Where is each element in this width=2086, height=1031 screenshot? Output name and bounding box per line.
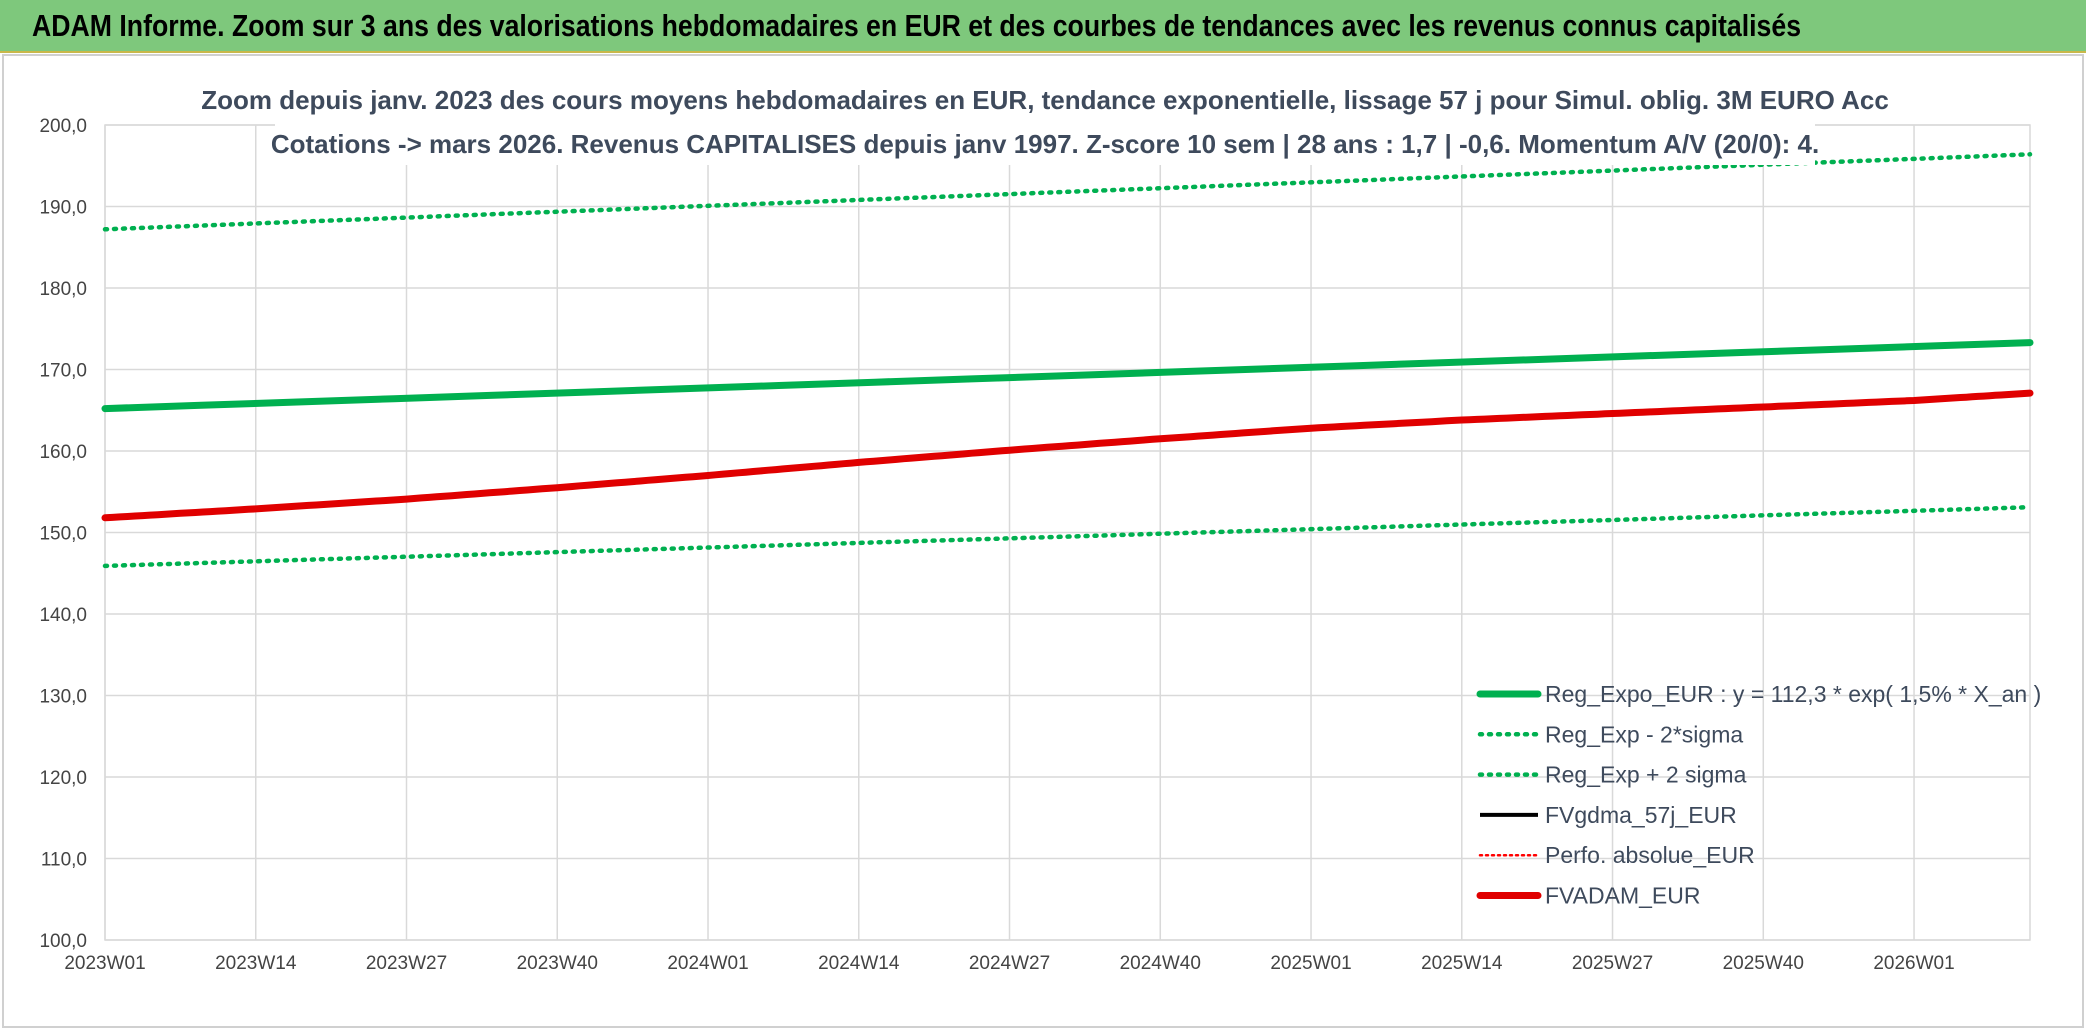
y-tick-label: 130,0 [39,687,87,708]
x-tick-label: 2023W40 [517,953,598,974]
y-tick-label: 190,0 [39,198,87,219]
x-tick-label: 2024W14 [818,953,900,974]
legend-label: FVADAM_EUR [1545,883,1701,909]
chart-title: Zoom depuis janv. 2023 des cours moyens … [201,77,1889,165]
y-tick-label: 160,0 [39,442,87,463]
y-axis: 100,0 110,0 120,0 130,0 140,0 150,0 160,0 170,0… [39,116,87,952]
legend-label: Reg_Exp + 2 sigma [1545,762,1747,788]
y-tick-label: 180,0 [39,279,87,300]
x-tick-label: 2023W01 [64,953,145,974]
grid-layer [104,124,2030,941]
y-tick-label: 150,0 [39,524,87,545]
x-tick-label: 2025W40 [1723,953,1804,974]
chart-title-background [275,77,1815,165]
x-tick-label: 2024W01 [667,953,748,974]
chart-subtitle-line-1: Zoom depuis janv. 2023 des cours moyens … [201,85,1889,115]
y-tick-label: 100,0 [39,931,87,952]
legend-label: FVgdma_57j_EUR [1545,802,1737,828]
legend: Reg_Expo_EUR : y = 112,3 * exp( 1,5% * X… [1476,681,2041,909]
legend-label: Reg_Expo_EUR : y = 112,3 * exp( 1,5% * X… [1545,681,2041,707]
chart: 100,0 110,0 120,0 130,0 140,0 150,0 160,0 170,0… [2,54,2084,1028]
x-tick-label: 2025W14 [1421,953,1503,974]
report-title: ADAM Informe. Zoom sur 3 ans des valoris… [32,7,1802,43]
x-tick-label: 2025W27 [1572,953,1653,974]
legend-label: Reg_Exp - 2*sigma [1545,721,1743,747]
y-tick-label: 170,0 [39,361,87,382]
series-line [101,389,2034,522]
legend-label: Perfo. absolue_EUR [1545,842,1755,868]
x-tick-label: 2024W27 [969,953,1050,974]
y-tick-label: 140,0 [39,605,87,626]
report-banner: ADAM Informe. Zoom sur 3 ans des valoris… [0,0,2086,53]
x-tick-label: 2024W40 [1120,953,1201,974]
series-line [102,152,2033,232]
series-line [102,504,2033,569]
chart-outer-border [2,54,2084,1028]
y-tick-label: 120,0 [39,768,87,789]
series-layer [101,152,2034,569]
y-tick-label: 110,0 [41,850,87,871]
x-axis: 2023W01 2023W14 2023W27 2023W40 2024W01 2024W… [64,953,1954,974]
chart-subtitle-line-2: Cotations -> mars 2026. Revenus CAPITALI… [271,129,1819,159]
x-tick-label: 2026W01 [1873,953,1954,974]
y-tick-label: 200,0 [39,116,87,137]
x-tick-label: 2025W01 [1270,953,1351,974]
x-tick-label: 2023W27 [366,953,447,974]
series-line [101,339,2034,413]
x-tick-label: 2023W14 [215,953,297,974]
